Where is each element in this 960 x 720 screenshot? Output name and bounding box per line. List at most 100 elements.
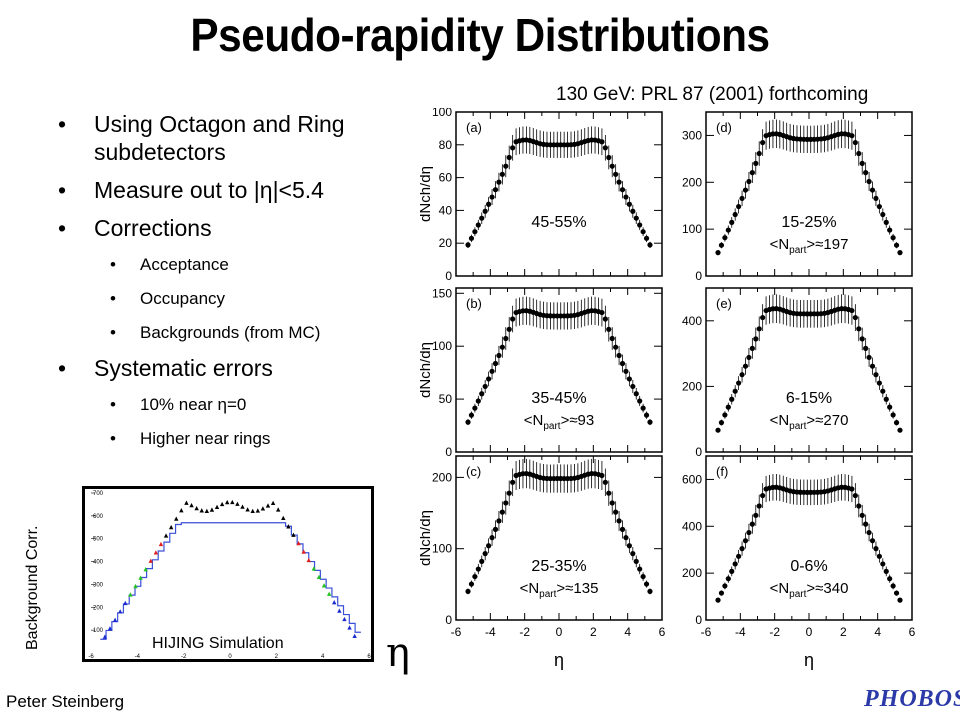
inset-marker — [138, 575, 143, 580]
y-tick-label: 200 — [682, 175, 702, 189]
inset-marker — [219, 501, 225, 507]
data-point — [866, 354, 872, 361]
inset-y-tick-label: 200 — [93, 605, 104, 611]
data-point — [760, 139, 766, 146]
x-axis-label: η — [554, 650, 564, 670]
data-point — [465, 419, 471, 425]
npart-label: <Npart>≈197 — [770, 236, 849, 256]
inset-y-tick-label: 600 — [93, 514, 104, 520]
data-point — [640, 405, 646, 411]
inset-x-tick-label: -6 — [88, 654, 94, 659]
inset-marker — [240, 504, 245, 509]
inset-marker — [326, 591, 332, 596]
y-tick-label: 100 — [432, 542, 452, 556]
data-point — [647, 588, 653, 594]
data-point — [626, 201, 632, 207]
y-tick-label: 0 — [695, 445, 702, 459]
data-point — [616, 518, 622, 524]
inset-x-tick-label: 6 — [367, 654, 371, 659]
data-point — [482, 208, 488, 214]
data-point — [619, 360, 626, 367]
y-tick-label: 150 — [432, 286, 452, 300]
inset-marker — [332, 600, 337, 605]
y-axis-label: dNch/dη — [420, 510, 434, 566]
inset-marker — [316, 574, 322, 580]
inset-histogram — [100, 522, 361, 640]
y-tick-label: 100 — [682, 222, 702, 236]
x-tick-label: 0 — [556, 625, 563, 639]
data-point — [718, 420, 725, 426]
y-tick-label: 200 — [682, 566, 702, 580]
data-point — [736, 553, 742, 559]
inset-y-tick-label: 300 — [93, 582, 104, 588]
data-point — [602, 479, 608, 485]
panel-frame — [455, 111, 663, 277]
y-tick-label: 80 — [439, 138, 453, 152]
data-point — [609, 500, 615, 506]
inset-marker — [230, 499, 235, 505]
data-point — [506, 490, 512, 496]
data-point — [739, 195, 745, 202]
data-point — [880, 561, 886, 567]
data-point — [746, 178, 752, 185]
data-point — [489, 194, 495, 200]
reference-label: 130 GeV: PRL 87 (2001) forthcoming — [556, 84, 869, 105]
data-point — [873, 195, 879, 202]
data-point — [869, 187, 876, 193]
data-point — [630, 208, 636, 214]
data-point — [613, 509, 619, 515]
inset-y-tick-label: 100 — [93, 628, 104, 634]
eta-distribution-grid: 020406080100dNch/dη(a)45-55%0100200300(d… — [420, 108, 916, 670]
inset-label: HIJING Simulation — [150, 635, 286, 653]
data-point — [742, 187, 749, 193]
data-point — [468, 412, 475, 418]
npart-label: <Npart>≈340 — [770, 580, 849, 600]
inset-marker — [275, 507, 281, 512]
data-point — [876, 553, 882, 559]
data-point — [749, 521, 755, 527]
data-point — [890, 235, 896, 241]
centrality-label: 6-15% — [786, 390, 832, 407]
data-point — [613, 171, 619, 177]
inset-marker — [174, 516, 179, 521]
y-tick-label: 200 — [432, 470, 452, 484]
data-point — [486, 543, 492, 549]
data-point — [640, 573, 646, 580]
data-point — [732, 561, 738, 567]
npart-label: <Npart>≈135 — [520, 580, 599, 600]
data-point — [897, 250, 903, 256]
data-point — [637, 222, 643, 228]
data-point — [729, 396, 735, 402]
data-point — [479, 558, 485, 565]
inset-marker — [128, 592, 133, 597]
inset-marker — [337, 608, 342, 613]
data-point — [753, 160, 759, 166]
data-point — [873, 546, 879, 552]
data-point — [633, 391, 639, 397]
y-tick-label: 20 — [439, 236, 453, 250]
centrality-label: 15-25% — [781, 214, 836, 231]
data-point — [715, 250, 721, 256]
y-tick-label: 100 — [432, 108, 452, 119]
inset-marker — [168, 524, 174, 530]
data-point — [479, 215, 485, 221]
x-tick-label: 2 — [590, 625, 597, 639]
author-name: Peter Steinberg — [6, 692, 125, 711]
data-point — [613, 344, 619, 350]
inset-marker — [143, 567, 148, 572]
data-point — [637, 566, 643, 572]
inset-ylabel: Background Corr. — [24, 525, 41, 650]
data-point — [753, 336, 759, 342]
inset-marker — [214, 504, 220, 510]
data-point — [732, 211, 738, 218]
data-point — [599, 309, 605, 316]
inset-plot: 100 200 300 400 500 600 700 -6 -4 -2 0 2 4 6 — [82, 486, 374, 662]
data-point — [623, 194, 629, 200]
data-point — [647, 419, 653, 425]
y-tick-label: 60 — [439, 171, 453, 185]
panel-e: 0 200 400 (e) 6-15% <Npart>≈270 — [682, 287, 913, 459]
data-point — [852, 492, 858, 499]
y-tick-label: 0 — [695, 269, 702, 283]
data-point — [465, 242, 471, 248]
inset-marker — [117, 609, 123, 614]
